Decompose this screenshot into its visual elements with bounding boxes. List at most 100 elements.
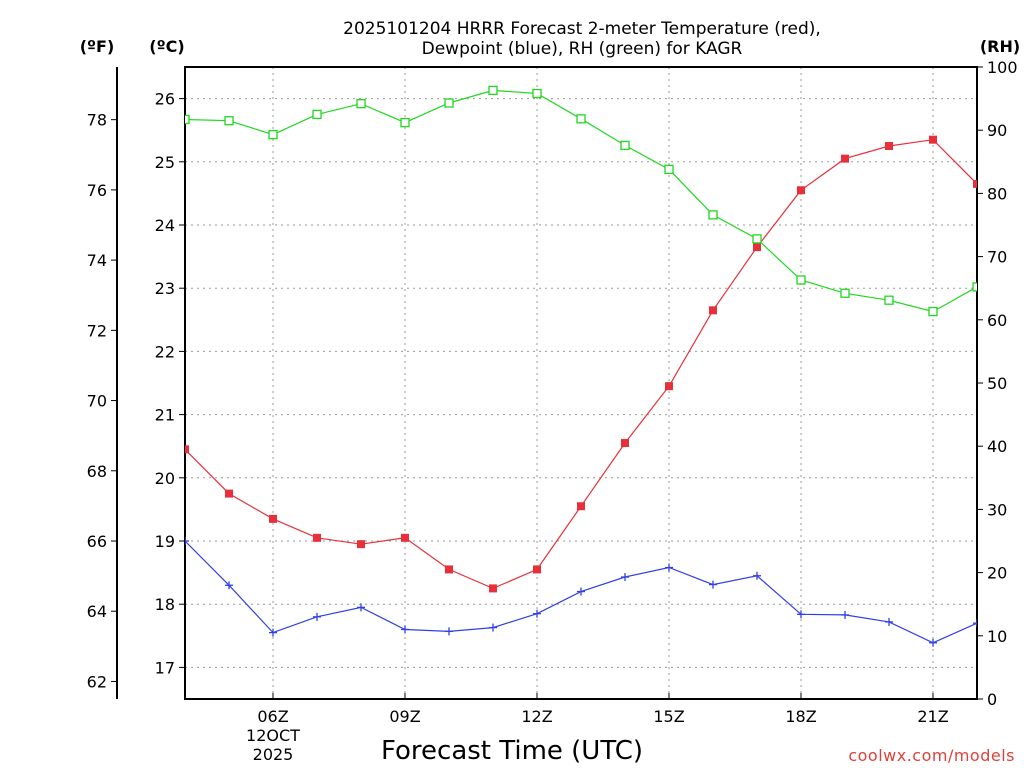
- rh-point: [576, 114, 586, 124]
- dewpoint-point: [313, 612, 321, 621]
- celsius-tick-label: 18: [155, 595, 175, 614]
- celsius-tick-label: 23: [155, 279, 175, 298]
- temperature-point: [269, 514, 277, 523]
- celsius-tick-label: 26: [155, 90, 175, 109]
- dewpoint-point: [577, 587, 585, 596]
- x-tick-date: 12OCT: [246, 726, 300, 745]
- rh-point: [532, 88, 542, 99]
- rh-tick-label: 80: [987, 184, 1007, 203]
- celsius-tick-label: 17: [155, 658, 175, 677]
- fahrenheit-tick-label: 78: [87, 111, 107, 130]
- dewpoint-point: [885, 617, 893, 626]
- rh-tick-label: 30: [987, 500, 1007, 519]
- fahrenheit-tick-label: 72: [87, 321, 107, 340]
- fahrenheit-tick-label: 70: [87, 392, 107, 411]
- rh-point: [884, 295, 894, 305]
- fahrenheit-axis-label: (ºF): [80, 37, 115, 56]
- temperature-point: [401, 533, 409, 542]
- celsius-tick-label: 25: [155, 153, 175, 172]
- x-tick-label: 21Z: [917, 707, 948, 726]
- x-tick-year: 2025: [253, 745, 294, 764]
- temperature-point: [577, 502, 585, 511]
- fahrenheit-tick-label: 68: [87, 462, 107, 481]
- temperature-point: [753, 243, 761, 252]
- rh-tick-label: 60: [987, 311, 1007, 330]
- series-temperature: [185, 135, 977, 593]
- rh-axis-label: (RH): [980, 37, 1020, 56]
- celsius-tick-label: 21: [155, 406, 175, 425]
- dewpoint-point: [797, 610, 805, 619]
- dewpoint-point: [357, 603, 365, 612]
- rh-point: [488, 85, 498, 96]
- temperature-point: [885, 142, 893, 150]
- x-tick-label: 15Z: [653, 707, 684, 726]
- temperature-line: [185, 139, 977, 590]
- credit-text: coolwx.com/models: [848, 746, 1015, 765]
- temperature-point: [797, 186, 805, 195]
- series-dewpoint: [185, 537, 977, 647]
- dewpoint-point: [973, 619, 977, 628]
- rh-point: [928, 306, 938, 317]
- x-tick-label: 09Z: [389, 707, 420, 726]
- dewpoint-point: [269, 628, 277, 637]
- rh-point: [708, 210, 718, 220]
- fahrenheit-tick-label: 66: [87, 532, 107, 551]
- rh-point: [796, 275, 806, 285]
- rh-point: [224, 116, 234, 126]
- celsius-tick-label: 24: [155, 216, 175, 235]
- dewpoint-point: [185, 537, 189, 545]
- temperature-point: [709, 306, 717, 315]
- dewpoint-point: [709, 580, 717, 589]
- temperature-point: [357, 540, 365, 549]
- rh-tick-label: 70: [987, 248, 1007, 267]
- temperature-point: [225, 489, 233, 498]
- dewpoint-point: [445, 627, 453, 636]
- rh-tick-label: 20: [987, 564, 1007, 583]
- dewpoint-point: [753, 571, 761, 580]
- rh-point: [268, 129, 278, 140]
- celsius-tick-label: 19: [155, 532, 175, 551]
- rh-tick-label: 50: [987, 374, 1007, 393]
- rh-line: [185, 89, 977, 313]
- dewpoint-point: [929, 638, 937, 647]
- temperature-point: [841, 154, 849, 163]
- axes: [111, 66, 983, 700]
- fahrenheit-tick-label: 74: [87, 251, 107, 270]
- rh-point: [840, 288, 850, 298]
- rh-tick-label: 90: [987, 121, 1007, 140]
- dewpoint-point: [533, 609, 541, 618]
- temperature-point: [533, 565, 541, 574]
- fahrenheit-tick-label: 62: [87, 672, 107, 691]
- rh-point: [444, 98, 454, 108]
- rh-tick-label: 0: [987, 690, 997, 709]
- temperature-point: [185, 445, 189, 454]
- temperature-point: [313, 533, 321, 542]
- dewpoint-point: [225, 581, 233, 590]
- chart-title-line-2: Dewpoint (blue), RH (green) for KAGR: [422, 39, 743, 59]
- celsius-tick-label: 22: [155, 342, 175, 361]
- x-axis-title: Forecast Time (UTC): [381, 736, 643, 766]
- x-tick-label: 06Z: [257, 707, 288, 726]
- fahrenheit-tick-label: 76: [87, 181, 107, 200]
- data-series: [185, 85, 977, 647]
- rh-tick-label: 100: [987, 58, 1018, 77]
- rh-point: [752, 234, 762, 244]
- series-rh: [185, 85, 977, 317]
- rh-point: [356, 99, 366, 109]
- celsius-tick-label: 20: [155, 469, 175, 488]
- rh-tick-label: 40: [987, 437, 1007, 456]
- celsius-axis-label: (ºC): [149, 37, 184, 56]
- dewpoint-point: [665, 563, 673, 572]
- rh-point: [312, 109, 322, 120]
- temperature-point: [489, 584, 497, 593]
- temperature-point: [445, 565, 453, 574]
- rh-point: [664, 164, 674, 175]
- rh-point: [400, 117, 410, 128]
- x-tick-label: 18Z: [785, 707, 816, 726]
- rh-tick-label: 10: [987, 627, 1007, 646]
- dewpoint-point: [841, 610, 849, 619]
- dewpoint-point: [621, 573, 629, 582]
- temperature-point: [621, 439, 629, 448]
- temperature-point: [665, 382, 673, 391]
